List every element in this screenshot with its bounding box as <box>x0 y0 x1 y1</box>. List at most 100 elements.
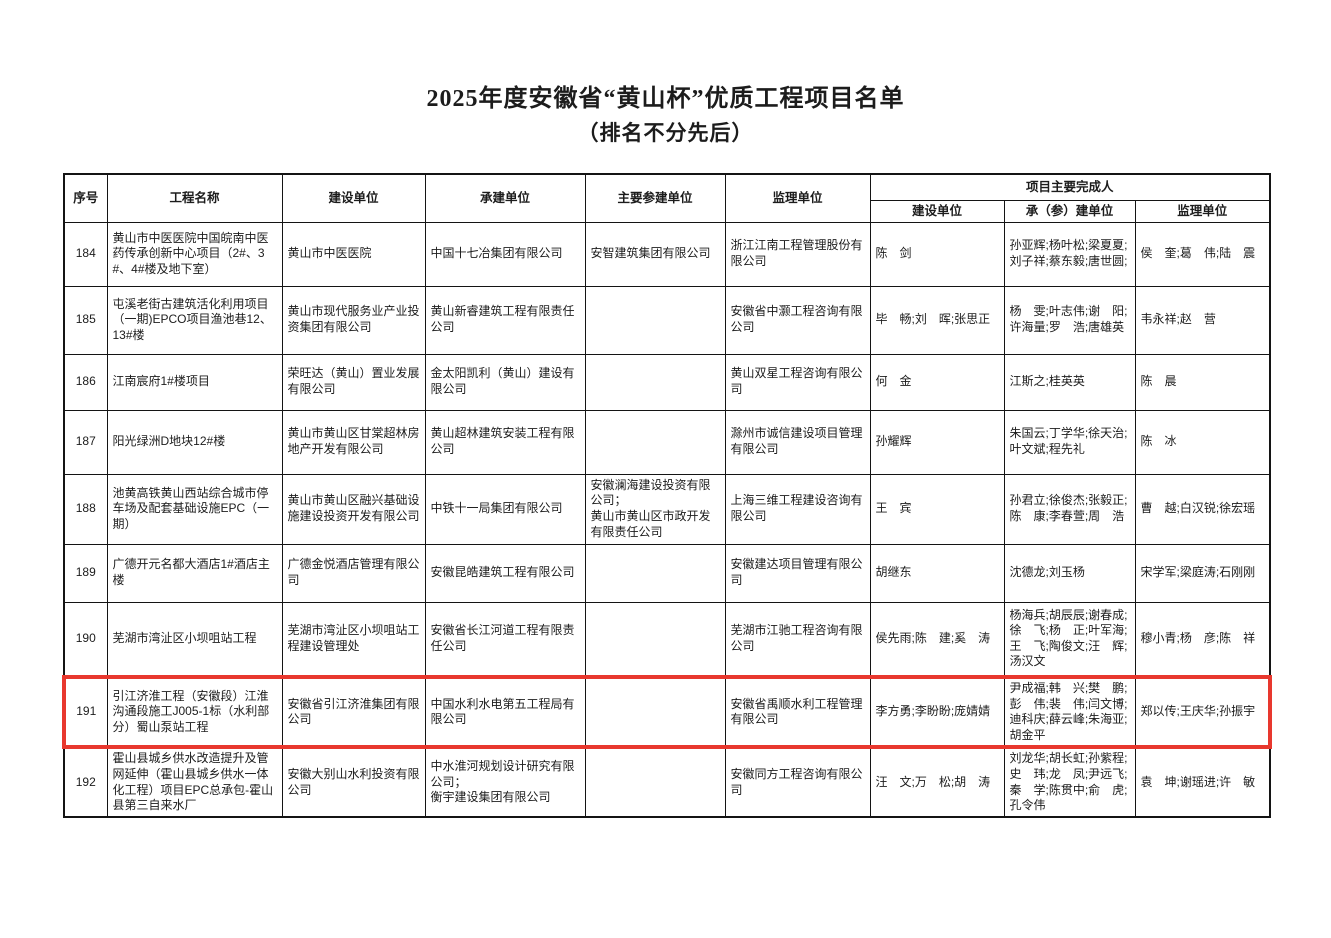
cell-no: 184 <box>63 221 108 287</box>
cell-project-name: 池黄高铁黄山西站综合城市停车场及配套基础设施EPC（一期） <box>106 473 283 545</box>
cell-participants <box>584 353 726 411</box>
cell-participants <box>584 285 726 355</box>
table-row-187: 187 阳光绿洲D地块12#楼 黄山市黄山区甘棠超林房地产开发有限公司 黄山超林… <box>63 409 1271 475</box>
cell-project-name: 芜湖市湾沚区小坝咀站工程 <box>106 601 283 678</box>
cell-no: 188 <box>63 473 108 545</box>
table-row-191-highlighted: 191 引江济淮工程（安徽段）江淮沟通段施工J005-1标（水利部分）蜀山泵站工… <box>62 674 1273 750</box>
cell-project-name: 阳光绿洲D地块12#楼 <box>106 409 283 475</box>
cell-completer-builder: 孙耀辉 <box>869 409 1005 475</box>
cell-completer-contractor: 孙亚辉;杨叶松;梁夏夏;刘子祥;蔡东毅;唐世圆; <box>1003 221 1136 287</box>
cell-builder: 黄山市中医医院 <box>281 221 426 287</box>
cell-project-name: 江南宸府1#楼项目 <box>106 353 283 411</box>
cell-completer-supervisor: 韦永祥;赵 营 <box>1134 285 1271 355</box>
cell-builder: 黄山市现代服务业产业投资集团有限公司 <box>281 285 426 355</box>
cell-completer-contractor: 杨 雯;叶志伟;谢 阳;许海量;罗 浩;唐雄英 <box>1003 285 1136 355</box>
cell-completer-supervisor: 侯 奎;葛 伟;陆 震 <box>1134 221 1271 287</box>
cell-completer-builder: 李方勇;李盼盼;庞婧婧 <box>869 674 1005 750</box>
header-contractor: 承建单位 <box>424 173 586 223</box>
table-row-184: 184 黄山市中医医院中国皖南中医药传承创新中心项目（2#、3#、4#楼及地下室… <box>63 221 1271 287</box>
cell-completer-contractor: 尹成福;韩 兴;樊 鹏;彭 伟;裴 伟;闫文博;迪科庆;薛云峰;朱海亚;胡金平 <box>1003 674 1136 750</box>
cell-participants <box>584 543 726 603</box>
table-row-190: 190 芜湖市湾沚区小坝咀站工程 芜湖市湾沚区小坝咀站工程建设管理处 安徽省长江… <box>63 601 1271 678</box>
cell-builder: 黄山市黄山区融兴基础设施建设投资开发有限公司 <box>281 473 426 545</box>
document-subtitle: （排名不分先后） <box>577 121 754 145</box>
cell-completer-contractor: 朱国云;丁学华;徐天治;叶文斌;程先礼 <box>1003 409 1136 475</box>
cell-completer-contractor: 江斯之;桂英英 <box>1003 353 1136 411</box>
header-completer-builder: 建设单位 <box>869 199 1005 223</box>
header-completer-supervisor: 监理单位 <box>1134 199 1271 223</box>
cell-completer-builder: 王 宾 <box>869 473 1005 545</box>
cell-supervisor: 上海三维工程建设咨询有限公司 <box>724 473 871 545</box>
cell-completer-contractor: 刘龙华;胡长虹;孙紫程;史 玮;龙 凤;尹远飞;秦 学;陈贯中;俞 虎;孔令伟 <box>1003 746 1136 818</box>
projects-table: 序号 工程名称 建设单位 承建单位 主要参建单位 监理单位 项目主要完成人 建设… <box>62 173 1273 818</box>
cell-completer-contractor: 孙君立;徐俊杰;张毅正;陈 康;李春萱;周 浩 <box>1003 473 1136 545</box>
cell-contractor: 中水淮河规划设计研究有限公司； 衡宇建设集团有限公司 <box>424 746 586 818</box>
table-row-186: 186 江南宸府1#楼项目 荣旺达（黄山）置业发展有限公司 金太阳凯利（黄山）建… <box>63 353 1271 411</box>
cell-contractor: 黄山新睿建筑工程有限责任公司 <box>424 285 586 355</box>
cell-supervisor: 黄山双星工程咨询有限公司 <box>724 353 871 411</box>
cell-completer-supervisor: 郑以传;王庆华;孙振宇 <box>1134 674 1273 750</box>
cell-completer-builder: 何 金 <box>869 353 1005 411</box>
cell-supervisor: 安徽同方工程咨询有限公司 <box>724 746 871 818</box>
header-supervisor: 监理单位 <box>724 173 871 223</box>
cell-contractor: 中国水利水电第五工程局有限公司 <box>424 674 586 750</box>
cell-supervisor: 浙江江南工程管理股份有限公司 <box>724 221 871 287</box>
cell-participants <box>584 674 726 750</box>
cell-completer-builder: 陈 剑 <box>869 221 1005 287</box>
cell-completer-builder: 侯先雨;陈 建;奚 涛 <box>869 601 1005 678</box>
cell-no: 191 <box>62 674 108 750</box>
cell-completer-supervisor: 袁 坤;谢瑶进;许 敏 <box>1134 746 1271 818</box>
cell-participants <box>584 601 726 678</box>
cell-supervisor: 安徽建达项目管理有限公司 <box>724 543 871 603</box>
cell-project-name: 霍山县城乡供水改造提升及管网延伸（霍山县城乡供水一体化工程）项目EPC总承包-霍… <box>106 746 283 818</box>
cell-completer-contractor: 沈德龙;刘玉杨 <box>1003 543 1136 603</box>
cell-builder: 安徽省引江济淮集团有限公司 <box>281 674 426 750</box>
cell-project-name: 引江济淮工程（安徽段）江淮沟通段施工J005-1标（水利部分）蜀山泵站工程 <box>106 674 283 750</box>
cell-contractor: 中国十七冶集团有限公司 <box>424 221 586 287</box>
table-row-185: 185 屯溪老街古建筑活化利用项目（一期)EPCO项目渔池巷12、13#楼 黄山… <box>63 285 1271 355</box>
cell-completer-builder: 毕 畅;刘 晖;张思正 <box>869 285 1005 355</box>
cell-supervisor: 芜湖市江驰工程咨询有限公司 <box>724 601 871 678</box>
cell-contractor: 中铁十一局集团有限公司 <box>424 473 586 545</box>
cell-participants <box>584 746 726 818</box>
cell-participants: 安智建筑集团有限公司 <box>584 221 726 287</box>
cell-completer-contractor: 杨海兵;胡辰辰;谢春成;徐 飞;杨 正;叶军海;王 飞;陶俊文;汪 辉;汤汉文 <box>1003 601 1136 678</box>
cell-contractor: 金太阳凯利（黄山）建设有限公司 <box>424 353 586 411</box>
cell-participants: 安徽澜海建设投资有限公司； 黄山市黄山区市政开发有限责任公司 <box>584 473 726 545</box>
table-row-192: 192 霍山县城乡供水改造提升及管网延伸（霍山县城乡供水一体化工程）项目EPC总… <box>63 746 1271 818</box>
cell-no: 186 <box>63 353 108 411</box>
cell-no: 189 <box>63 543 108 603</box>
table-body: 184 黄山市中医医院中国皖南中医药传承创新中心项目（2#、3#、4#楼及地下室… <box>62 221 1273 818</box>
cell-contractor: 安徽昆皓建筑工程有限公司 <box>424 543 586 603</box>
cell-completer-builder: 汪 文;万 松;胡 涛 <box>869 746 1005 818</box>
cell-contractor: 安徽省长江河道工程有限责任公司 <box>424 601 586 678</box>
header-completers-group: 项目主要完成人 <box>869 173 1271 201</box>
cell-no: 185 <box>63 285 108 355</box>
cell-project-name: 屯溪老街古建筑活化利用项目（一期)EPCO项目渔池巷12、13#楼 <box>106 285 283 355</box>
cell-builder: 广德金悦酒店管理有限公司 <box>281 543 426 603</box>
cell-completer-supervisor: 陈 冰 <box>1134 409 1271 475</box>
document-title: 2025年度安徽省“黄山杯”优质工程项目名单 <box>426 86 905 112</box>
header-completer-contractor: 承（参）建单位 <box>1003 199 1136 223</box>
cell-completer-builder: 胡继东 <box>869 543 1005 603</box>
cell-completer-supervisor: 宋学军;梁庭涛;石刚刚 <box>1134 543 1271 603</box>
cell-builder: 黄山市黄山区甘棠超林房地产开发有限公司 <box>281 409 426 475</box>
table-header: 序号 工程名称 建设单位 承建单位 主要参建单位 监理单位 项目主要完成人 建设… <box>63 173 1271 223</box>
header-project-name: 工程名称 <box>106 173 283 223</box>
cell-builder: 荣旺达（黄山）置业发展有限公司 <box>281 353 426 411</box>
header-no: 序号 <box>63 173 108 223</box>
header-builder: 建设单位 <box>281 173 426 223</box>
cell-project-name: 黄山市中医医院中国皖南中医药传承创新中心项目（2#、3#、4#楼及地下室） <box>106 221 283 287</box>
cell-supervisor: 安徽省禹顺水利工程管理有限公司 <box>724 674 871 750</box>
cell-builder: 安徽大别山水利投资有限公司 <box>281 746 426 818</box>
cell-no: 192 <box>63 746 108 818</box>
cell-completer-supervisor: 陈 晨 <box>1134 353 1271 411</box>
cell-completer-supervisor: 曹 越;白汉锐;徐宏瑶 <box>1134 473 1271 545</box>
cell-completer-supervisor: 穆小青;杨 彦;陈 祥 <box>1134 601 1271 678</box>
cell-builder: 芜湖市湾沚区小坝咀站工程建设管理处 <box>281 601 426 678</box>
table-row-189: 189 广德开元名都大酒店1#酒店主楼 广德金悦酒店管理有限公司 安徽昆皓建筑工… <box>63 543 1271 603</box>
cell-no: 190 <box>63 601 108 678</box>
cell-participants <box>584 409 726 475</box>
cell-no: 187 <box>63 409 108 475</box>
cell-project-name: 广德开元名都大酒店1#酒店主楼 <box>106 543 283 603</box>
